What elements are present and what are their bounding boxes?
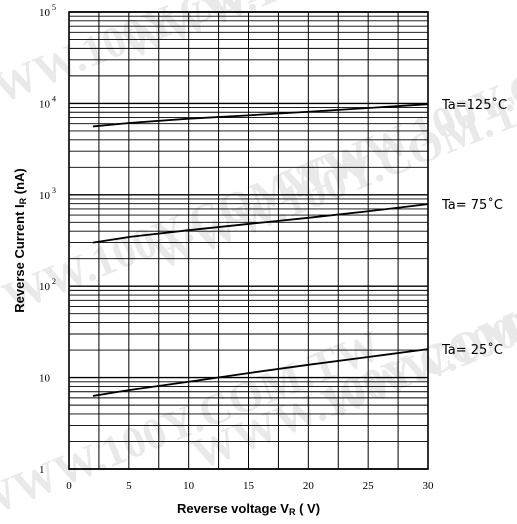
x-tick-label: 5 bbox=[126, 480, 132, 492]
plot-frame bbox=[68, 11, 429, 470]
x-tick-label: 25 bbox=[363, 480, 375, 492]
x-tick-label: 20 bbox=[303, 480, 315, 492]
x-tick-label: 0 bbox=[66, 480, 72, 492]
y-axis-title-unit: (nA) bbox=[12, 168, 27, 198]
y-tick-label: 10 bbox=[39, 373, 51, 385]
series-line bbox=[92, 103, 429, 128]
x-tick-label: 15 bbox=[243, 480, 255, 492]
series-line bbox=[92, 348, 429, 397]
y-tick-label: 10 3 bbox=[39, 186, 56, 202]
y-tick-exponent: 2 bbox=[52, 277, 56, 286]
y-tick-exponent: 3 bbox=[52, 186, 56, 195]
y-tick-exponent: 4 bbox=[52, 94, 56, 103]
series-label: Ta=125˚C bbox=[441, 97, 507, 113]
y-tick-exponent: 5 bbox=[52, 3, 56, 12]
grid bbox=[68, 11, 429, 470]
x-axis-title-unit: ( V) bbox=[295, 501, 320, 516]
y-axis-title: Reverse Current IR (nA) bbox=[12, 168, 28, 313]
y-axis-title-subscript: R bbox=[18, 197, 28, 204]
watermark-text: WWW.100Y.COM.TW bbox=[115, 0, 517, 69]
x-axis-title: Reverse voltage VR ( V) bbox=[177, 501, 320, 517]
y-tick-label: 10 5 bbox=[39, 3, 56, 19]
labels: Ta=125˚CTa= 75˚CTa= 25˚C0 5 10 15 20 25 301101… bbox=[12, 3, 507, 517]
series-label: Ta= 25˚C bbox=[441, 342, 503, 358]
series-lines bbox=[92, 103, 429, 397]
x-tick-label: 10 bbox=[183, 480, 195, 492]
y-tick-label: 1 bbox=[39, 464, 45, 476]
x-axis-title-subscript: R bbox=[289, 507, 296, 517]
series-label: Ta= 75˚C bbox=[441, 197, 503, 213]
series-line bbox=[92, 203, 429, 244]
x-tick-label: 30 bbox=[423, 480, 435, 492]
